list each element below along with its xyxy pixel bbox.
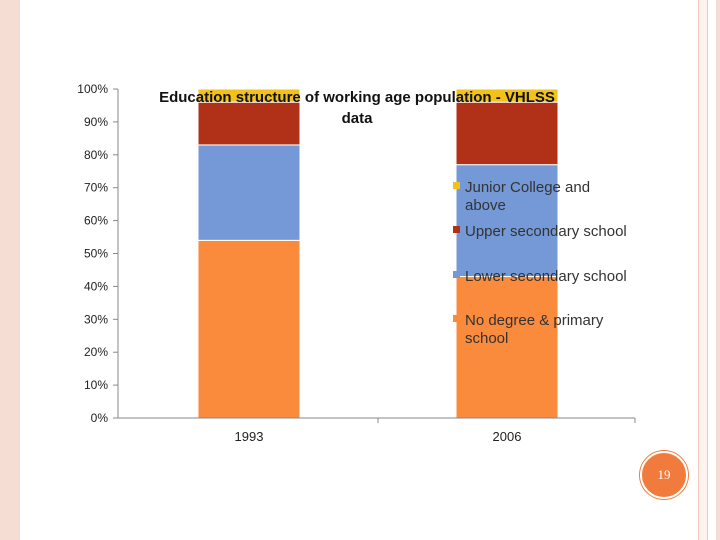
bars-layer: [197, 88, 559, 419]
x-category-label: 2006: [493, 429, 522, 444]
axis-layer: 0% 10% 20% 30% 40% 50% 60% 70% 80% 90% 100% 1993 200…: [77, 82, 636, 444]
y-tick-label: 20%: [84, 345, 108, 359]
page-number: 19: [657, 467, 671, 482]
y-tick-label: 90%: [84, 115, 108, 129]
chart-legend: Junior College and above Upper secondary s…: [453, 179, 627, 347]
y-tick-label: 0%: [91, 411, 109, 425]
legend-label-line: No degree & primary: [465, 312, 604, 329]
y-tick-label: 30%: [84, 312, 108, 326]
y-tick-label: 100%: [77, 82, 108, 96]
bar-segment-2006-1: [455, 164, 559, 278]
slide-frame-edge: [716, 0, 720, 540]
legend-label-line: Lower secondary school: [465, 268, 627, 285]
page-number-badge: 19: [640, 451, 688, 499]
legend-swatch: [453, 315, 460, 322]
chart-title-line: Education structure of working age popul…: [159, 89, 555, 106]
chart-title-line: data: [342, 110, 374, 127]
legend-swatch: [453, 182, 460, 189]
chart-title: Education structure of working age popul…: [159, 89, 555, 127]
legend-label-line: school: [465, 330, 508, 347]
bar-segment-2006-0: [455, 276, 559, 419]
y-tick-label: 40%: [84, 279, 108, 293]
slide-frame-left: [0, 0, 20, 540]
legend-swatch: [453, 226, 460, 233]
bar-segment-2006-2: [455, 101, 559, 166]
bar-segment-1993-1: [197, 144, 301, 241]
bar-segment-1993-3: [197, 88, 301, 103]
legend-label: Junior College and above: [465, 179, 590, 214]
legend-label-line: above: [465, 197, 506, 214]
legend-swatch: [453, 271, 460, 278]
y-tick-label: 50%: [84, 247, 108, 261]
legend-label: Upper secondary school: [465, 223, 627, 240]
bar-segment-1993-0: [197, 239, 301, 419]
slide-frame-right: [698, 0, 708, 540]
legend-label-line: Junior College and: [465, 179, 590, 196]
y-tick-label: 60%: [84, 214, 108, 228]
y-tick-label: 80%: [84, 148, 108, 162]
legend-label: Lower secondary school: [465, 268, 627, 285]
y-tick-label: 70%: [84, 181, 108, 195]
y-tick-label: 10%: [84, 378, 108, 392]
bar-segment-1993-2: [197, 101, 301, 146]
legend-label: No degree & primary school: [465, 312, 604, 347]
bar-segment-2006-3: [455, 88, 559, 103]
x-category-label: 1993: [235, 429, 264, 444]
legend-label-line: Upper secondary school: [465, 223, 627, 240]
